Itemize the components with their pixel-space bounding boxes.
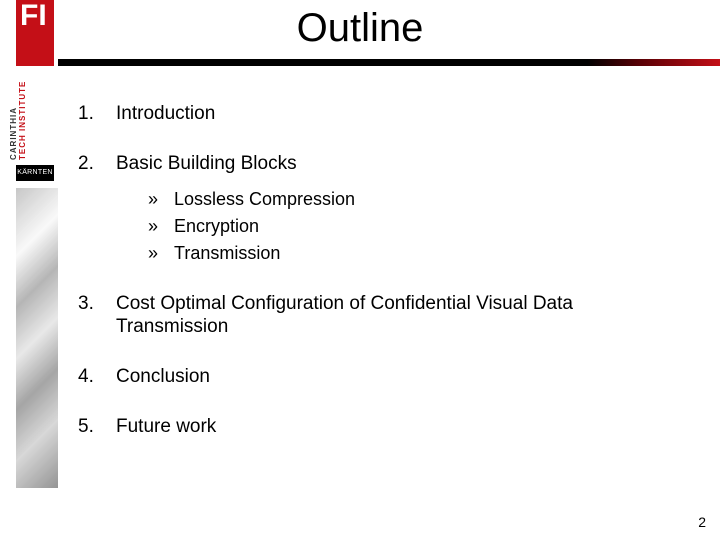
- bullet-icon: »: [148, 188, 174, 211]
- institute-vertical-text: CARINTHIA TECH INSTITUTE: [9, 81, 27, 160]
- outline-list: Introduction Basic Building Blocks » Los…: [78, 102, 690, 439]
- outline-item-label: Introduction: [116, 103, 215, 124]
- outline-subitem-label: Lossless Compression: [174, 188, 355, 211]
- decorative-image: [16, 188, 58, 488]
- outline-item-label: Conclusion: [116, 366, 210, 387]
- sidebar: FI CARINTHIA TECH INSTITUTE KÄRNTEN: [0, 0, 55, 540]
- page-number: 2: [698, 514, 706, 530]
- vertical-line1: CARINTHIA: [9, 107, 18, 160]
- outline-subitem-label: Encryption: [174, 215, 259, 238]
- outline-item-label: Basic Building Blocks: [116, 153, 297, 174]
- slide-title: Outline: [0, 6, 720, 51]
- outline-item: Cost Optimal Configuration of Confidenti…: [78, 292, 690, 340]
- outline-subitem-label: Transmission: [174, 242, 280, 265]
- outline-item-label: Future work: [116, 416, 216, 437]
- title-underline: [58, 59, 720, 66]
- outline-item: Future work: [78, 415, 690, 439]
- outline-item: Basic Building Blocks » Lossless Compres…: [78, 152, 690, 266]
- karnten-badge: KÄRNTEN: [16, 165, 54, 181]
- slide: FI CARINTHIA TECH INSTITUTE KÄRNTEN Outl…: [0, 0, 720, 540]
- bullet-icon: »: [148, 242, 174, 265]
- outline-subitem: » Encryption: [148, 215, 690, 238]
- outline-sublist: » Lossless Compression » Encryption » Tr…: [148, 188, 690, 266]
- outline-item: Conclusion: [78, 365, 690, 389]
- outline-content: Introduction Basic Building Blocks » Los…: [78, 102, 690, 465]
- outline-subitem: » Transmission: [148, 242, 690, 265]
- vertical-line2: TECH INSTITUTE: [18, 81, 27, 160]
- outline-subitem: » Lossless Compression: [148, 188, 690, 211]
- outline-item: Introduction: [78, 102, 690, 126]
- bullet-icon: »: [148, 215, 174, 238]
- outline-item-label: Cost Optimal Configuration of Confidenti…: [116, 293, 573, 338]
